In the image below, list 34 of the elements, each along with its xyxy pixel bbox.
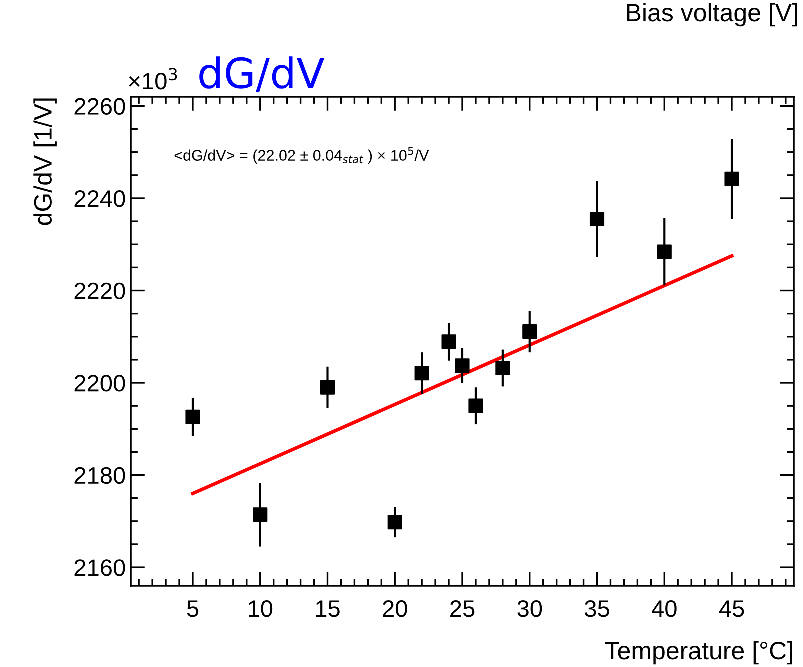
point [657, 244, 672, 260]
point [442, 334, 456, 350]
y-tick-label: 2180 [74, 467, 126, 484]
point [522, 324, 538, 340]
x-tick-label: 35 [585, 600, 610, 618]
point [724, 172, 740, 186]
text: ×10$^{3}$ [129, 68, 178, 90]
point [186, 410, 200, 424]
point [455, 358, 470, 374]
point [253, 508, 268, 522]
point [468, 398, 484, 414]
text: Bias voltage [V] [627, 3, 798, 27]
x-tick-label: 45 [719, 600, 744, 618]
x-tick-label: 15 [316, 600, 340, 618]
y-tick-label: 2260 [74, 98, 126, 116]
y-tick-label: 2240 [74, 190, 126, 208]
x-tick-label: 10 [249, 600, 273, 618]
point [496, 360, 510, 376]
y-tick-label: 2160 [74, 560, 126, 576]
y-axis-title: dG/dV [1/V] [34, 98, 57, 226]
y-tick-label: 2200 [74, 375, 126, 392]
point [590, 212, 605, 227]
chart-title: dG/dV [200, 56, 325, 92]
x-tick-label: 5 [187, 600, 199, 618]
x-axis-title: Temperature [°C] [605, 641, 792, 665]
x-tick-label: 20 [383, 600, 408, 618]
x-tick-label: 25 [450, 600, 475, 618]
annotation: <dG/dV> = (22.02 ± 0.04$_{stat}$ ) × 10$^{5}$/V [174, 147, 430, 164]
point [414, 366, 430, 381]
y-tick-label: 2220 [74, 282, 126, 300]
x-tick-label: 30 [518, 600, 542, 618]
point [388, 515, 402, 530]
x-tick-label: 40 [652, 600, 677, 618]
point [320, 380, 336, 395]
